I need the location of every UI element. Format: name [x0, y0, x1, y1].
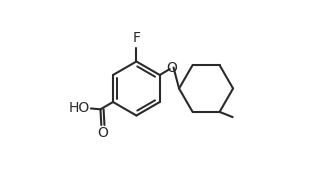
Text: O: O: [98, 126, 108, 140]
Text: O: O: [167, 61, 177, 75]
Text: F: F: [132, 31, 140, 45]
Text: HO: HO: [68, 101, 90, 115]
